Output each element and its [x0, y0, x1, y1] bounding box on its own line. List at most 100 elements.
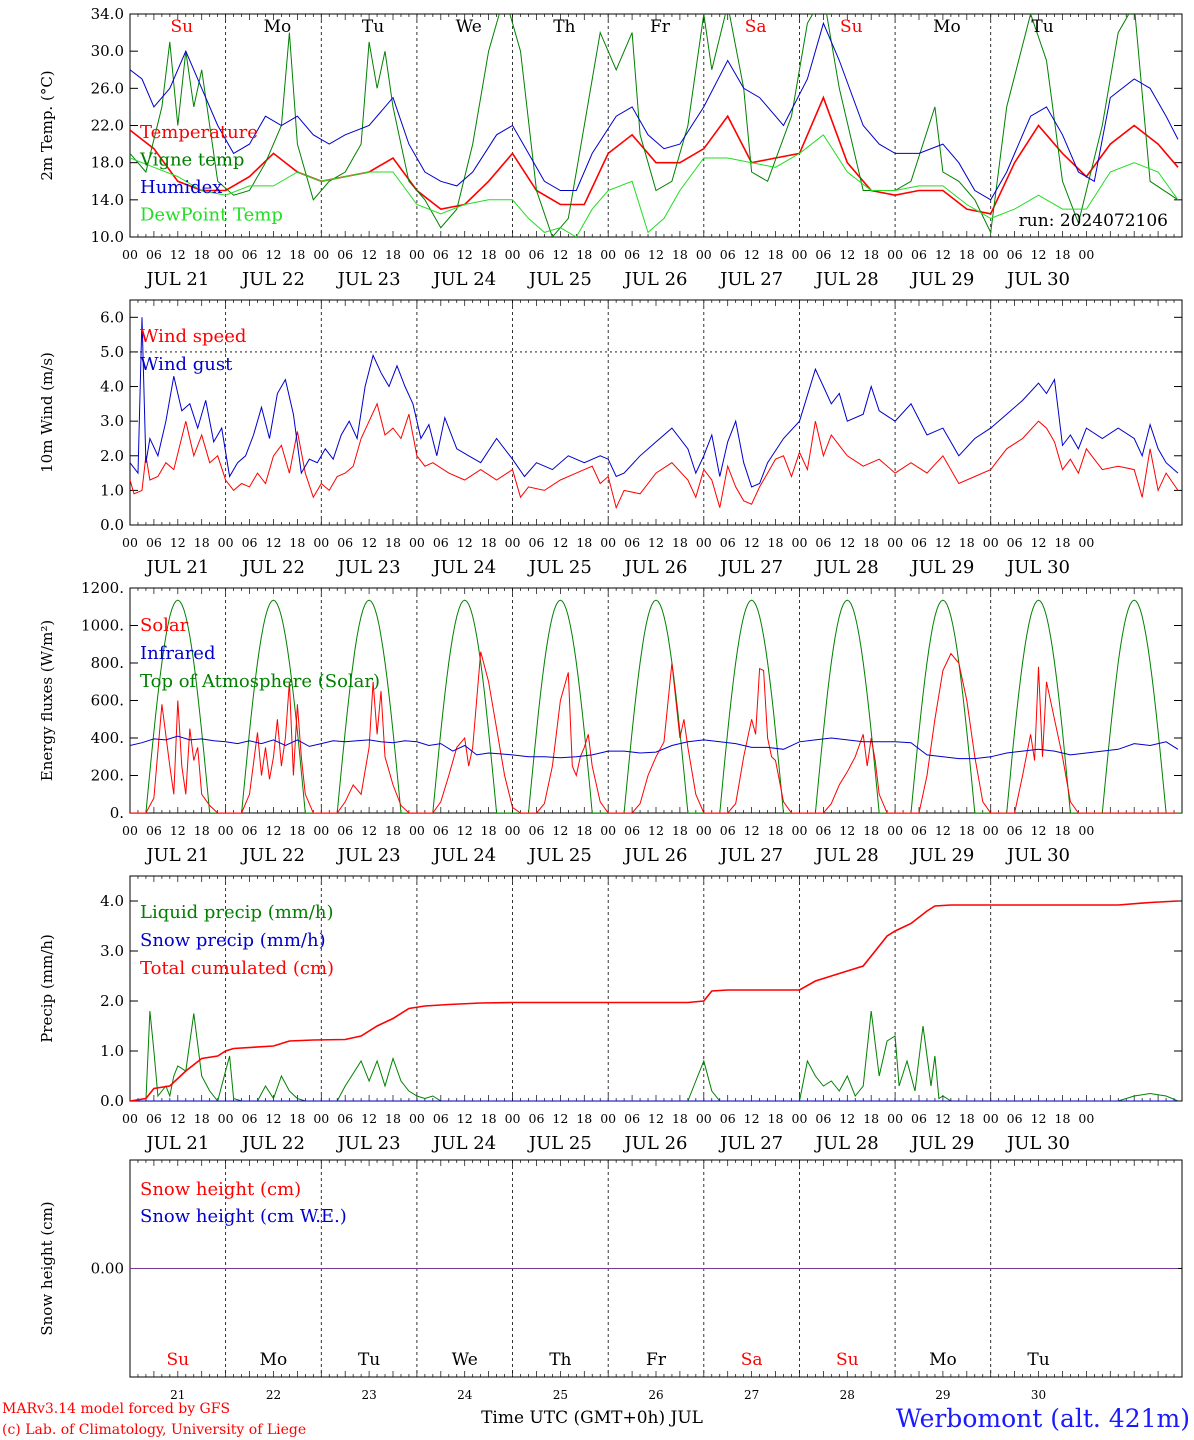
- series-line-top-of-atmosphere: [130, 599, 1182, 813]
- day-of-week-label: Tu: [358, 1350, 380, 1370]
- hour-label: 00: [313, 1111, 329, 1126]
- day-of-week-label: Th: [553, 17, 575, 37]
- hour-label: 12: [361, 535, 377, 550]
- hour-label: 00: [122, 247, 138, 262]
- hour-label: 06: [1007, 247, 1023, 262]
- date-label: JUL 30: [1005, 557, 1070, 578]
- day-of-week-label: Su: [836, 1350, 859, 1370]
- hour-label: 12: [839, 535, 855, 550]
- hour-label: 12: [170, 535, 186, 550]
- hour-label: 06: [337, 535, 353, 550]
- lab-credit: (c) Lab. of Climatology, University of L…: [2, 1422, 306, 1438]
- hour-label: 06: [815, 823, 831, 838]
- date-label: JUL 22: [240, 557, 305, 578]
- date-label: JUL 30: [1005, 269, 1070, 290]
- hour-label: 18: [385, 1111, 401, 1126]
- hour-label: 18: [863, 535, 879, 550]
- hour-label: 06: [242, 1111, 258, 1126]
- hour-label: 12: [266, 1111, 282, 1126]
- date-label: JUL 21: [144, 845, 209, 866]
- series-line-solar: [130, 651, 1178, 813]
- hour-label: 00: [600, 1111, 616, 1126]
- hour-label: 18: [959, 535, 975, 550]
- hour-label: 12: [170, 247, 186, 262]
- station-name: Werbomont (alt. 421m): [896, 1404, 1190, 1433]
- hour-label: 12: [648, 247, 664, 262]
- hour-label: 18: [1055, 535, 1071, 550]
- y-tick-label: 0.00: [91, 1260, 124, 1278]
- hour-label: 00: [600, 823, 616, 838]
- hour-label: 12: [648, 823, 664, 838]
- plot-frame: [129, 299, 1183, 526]
- hour-label: 12: [1031, 247, 1047, 262]
- hour-label: 00: [505, 823, 521, 838]
- hour-label: 00: [505, 535, 521, 550]
- day-of-week-label: Mo: [933, 17, 961, 37]
- legend-entry: Snow height (cm): [140, 1179, 301, 1200]
- hour-label: 06: [146, 535, 162, 550]
- date-label: JUL 27: [718, 269, 783, 290]
- hour-label: 00: [600, 535, 616, 550]
- day-of-week-label: Sa: [741, 1350, 763, 1370]
- hour-label: 00: [696, 247, 712, 262]
- date-label: JUL 24: [431, 1133, 496, 1154]
- day-number-label: 25: [553, 1388, 568, 1402]
- date-label: JUL 21: [144, 269, 209, 290]
- hour-label: 18: [385, 247, 401, 262]
- y-tick-label: 34.0: [91, 5, 124, 23]
- y-tick-label: 3.0: [100, 412, 124, 430]
- hour-label: 00: [983, 247, 999, 262]
- hour-label: 18: [194, 823, 210, 838]
- series-line-wind-speed: [130, 402, 1179, 510]
- series-line-vigne-temp: [130, 14, 1179, 237]
- y-tick-label: 5.0: [100, 343, 124, 361]
- hour-label: 06: [815, 535, 831, 550]
- date-label: JUL 27: [718, 557, 783, 578]
- day-number-label: 27: [744, 1388, 759, 1402]
- hour-label: 06: [624, 823, 640, 838]
- date-label: JUL 27: [718, 845, 783, 866]
- y-axis-label: 10m Wind (m/s): [38, 352, 56, 473]
- hour-label: 18: [1055, 823, 1071, 838]
- hour-label: 06: [337, 823, 353, 838]
- legend-entry: Infrared: [140, 643, 215, 664]
- hour-label: 00: [887, 535, 903, 550]
- y-tick-label: 600.: [91, 692, 124, 710]
- date-label: JUL 27: [718, 1133, 783, 1154]
- day-of-week-label: Su: [167, 1350, 190, 1370]
- hour-label: 12: [170, 823, 186, 838]
- legend-entry: Total cumulated (cm): [140, 958, 334, 979]
- hour-label: 06: [337, 247, 353, 262]
- date-label: JUL 23: [336, 269, 401, 290]
- hour-label: 12: [552, 823, 568, 838]
- y-tick-label: 10.0: [91, 228, 124, 246]
- series-line-humidex: [130, 21, 1179, 201]
- y-tick-label: 2.0: [100, 992, 124, 1010]
- date-label: JUL 22: [240, 1133, 305, 1154]
- y-tick-label: 400.: [91, 729, 124, 747]
- hour-label: 06: [146, 247, 162, 262]
- date-label: JUL 22: [240, 269, 305, 290]
- date-label: JUL 26: [623, 845, 688, 866]
- hour-label: 06: [911, 1111, 927, 1126]
- hour-label: 12: [170, 1111, 186, 1126]
- date-label: JUL 23: [336, 1133, 401, 1154]
- day-of-week-label: We: [452, 1350, 478, 1370]
- legend-entry: Humidex: [140, 177, 222, 198]
- hour-label: 18: [194, 535, 210, 550]
- hour-label: 00: [1078, 535, 1094, 550]
- series-line-infrared: [130, 735, 1179, 760]
- date-label: JUL 28: [814, 1133, 879, 1154]
- hour-label: 18: [385, 823, 401, 838]
- hour-label: 18: [959, 823, 975, 838]
- y-tick-label: 1000.: [81, 617, 124, 635]
- hour-label: 12: [266, 247, 282, 262]
- hour-label: 00: [792, 535, 808, 550]
- hour-label: 00: [983, 1111, 999, 1126]
- hour-label: 18: [481, 823, 497, 838]
- day-of-week-label: Su: [170, 17, 193, 37]
- hour-label: 18: [672, 535, 688, 550]
- y-tick-label: 14.0: [91, 191, 124, 209]
- hour-label: 12: [935, 247, 951, 262]
